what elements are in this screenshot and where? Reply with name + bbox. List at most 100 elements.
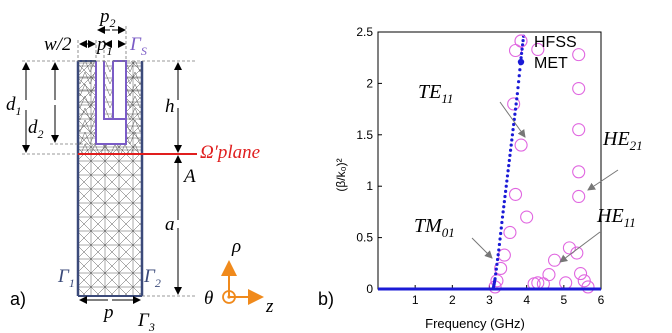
y-tick-label: 2 xyxy=(366,76,373,90)
y-tick-label: 1 xyxy=(366,179,373,193)
met-point xyxy=(507,164,511,168)
met-point xyxy=(500,220,504,225)
hfss-point xyxy=(577,274,591,288)
label-gamma-2: Γ2 xyxy=(143,266,161,290)
label-omega-plane: Ω′plane xyxy=(200,142,260,163)
hfss-point xyxy=(581,280,595,294)
annotation-he21: HE21 xyxy=(602,128,643,153)
met-point xyxy=(503,194,507,199)
legend-met-label: MET xyxy=(534,55,568,72)
hfss-point xyxy=(572,123,586,137)
dimension-arrows xyxy=(22,26,182,304)
y-axis-label: (β/k₀)² xyxy=(334,158,348,191)
hfss-point xyxy=(508,187,523,201)
x-tick-label: 4 xyxy=(523,293,530,307)
y-tick-label: 1.5 xyxy=(356,128,373,142)
met-point xyxy=(494,272,498,276)
label-h: h xyxy=(165,96,175,117)
series-met xyxy=(378,34,601,291)
met-point xyxy=(515,92,519,96)
plot-area: 0 0.5 1 1.5 2 2.5 1 2 3 4 5 6 xyxy=(356,25,604,307)
met-point xyxy=(494,267,498,271)
met-point xyxy=(518,68,522,72)
mode-annotations: TE11 TM01 HE21 HE11 xyxy=(414,81,643,263)
label-p1: p1 xyxy=(95,34,113,58)
legend-hfss-label: HFSS xyxy=(534,34,577,51)
label-w2: w/2 xyxy=(44,34,72,55)
met-point xyxy=(510,138,514,142)
hfss-point xyxy=(520,210,534,224)
hfss-point xyxy=(574,267,588,281)
met-point xyxy=(502,205,506,209)
met-point xyxy=(517,74,521,78)
label-z: z xyxy=(265,296,274,317)
hfss-point xyxy=(531,42,545,57)
label-gamma-1: Γ1 xyxy=(57,266,75,290)
met-point xyxy=(508,148,513,152)
met-point xyxy=(509,143,513,147)
hfss-point xyxy=(572,189,586,204)
y-tick-label: 0 xyxy=(366,282,373,296)
series-hfss xyxy=(488,42,595,294)
met-point xyxy=(493,277,497,281)
arrow-te11 xyxy=(499,101,526,138)
met-point xyxy=(508,153,512,157)
met-point xyxy=(500,215,505,219)
met-point xyxy=(511,128,515,132)
panel-b-label: b) xyxy=(318,289,334,309)
hfss-point xyxy=(547,253,562,267)
label-d2: d2 xyxy=(28,117,44,141)
arrow-he11 xyxy=(559,231,601,263)
panel-a-label: a) xyxy=(10,289,26,309)
label-gamma-3: Γ3 xyxy=(137,310,155,333)
y-tick-label: 2.5 xyxy=(356,25,373,39)
met-point xyxy=(507,158,511,163)
x-tick-label: 1 xyxy=(412,293,419,307)
met-point xyxy=(495,257,500,262)
hfss-point xyxy=(572,48,586,62)
coordinate-axes: ρ z θ xyxy=(204,236,274,317)
label-theta: θ xyxy=(204,288,213,309)
met-point xyxy=(512,122,516,127)
label-p: p xyxy=(102,302,114,323)
met-point xyxy=(499,226,503,230)
label-a: a xyxy=(165,214,175,235)
hfss-point xyxy=(494,261,508,275)
met-point xyxy=(505,174,510,178)
annotation-te11: TE11 xyxy=(418,81,453,106)
legend-hfss-marker xyxy=(514,34,528,48)
annotation-tm01: TM01 xyxy=(414,215,455,240)
y-ticks: 0 0.5 1 1.5 2 2.5 xyxy=(356,25,382,296)
hfss-point xyxy=(562,241,576,255)
hfss-point xyxy=(503,225,517,240)
met-point xyxy=(510,133,515,137)
y-tick-label: 0.5 xyxy=(356,231,373,245)
label-rho: ρ xyxy=(231,236,241,257)
met-point xyxy=(495,262,499,266)
met-point xyxy=(513,112,517,116)
hfss-point xyxy=(542,268,556,282)
met-point xyxy=(501,210,505,214)
met-point xyxy=(520,43,525,47)
hfss-point xyxy=(497,248,511,262)
met-point xyxy=(504,189,508,193)
met-point xyxy=(502,200,506,204)
label-d1: d1 xyxy=(6,94,22,118)
met-point xyxy=(505,179,509,183)
label-gamma-s: ΓS xyxy=(129,34,147,58)
x-tick-label: 6 xyxy=(598,293,605,307)
hfss-point xyxy=(572,81,586,96)
legend: HFSS MET xyxy=(514,34,577,72)
hfss-point xyxy=(514,138,528,152)
hfss-point xyxy=(570,246,584,260)
panel-b: b) (β/k₀)² Frequency (GHz) 0 0.5 1 1.5 2 2.5 … xyxy=(318,25,643,331)
annotation-he11: HE11 xyxy=(596,205,636,230)
x-tick-label: 5 xyxy=(560,293,567,307)
met-point xyxy=(497,242,502,247)
met-point xyxy=(516,86,520,90)
x-tick-label: 3 xyxy=(486,293,493,307)
arrow-he21 xyxy=(587,169,619,191)
met-point xyxy=(499,231,503,236)
panel-a: w/2 p1 p2 ΓS d1 d2 h a Ω′plane A Γ1 Γ2 p… xyxy=(6,6,274,333)
